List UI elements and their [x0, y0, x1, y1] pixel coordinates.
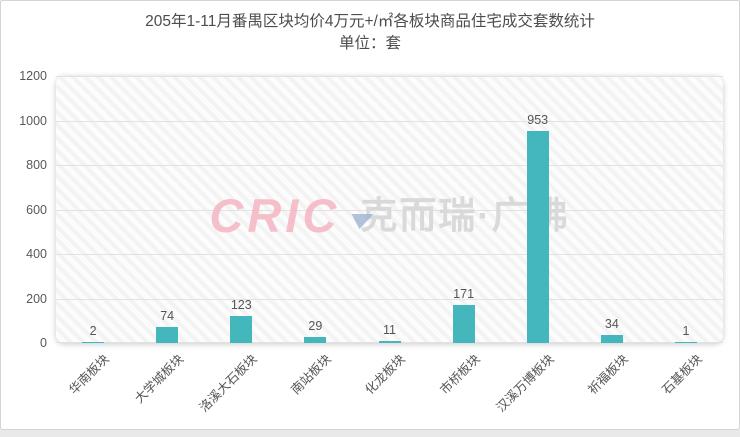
y-axis-label: 0 [40, 336, 47, 350]
watermark: CRIC 克而瑞·广佛 [56, 192, 723, 239]
chart-subtitle: 单位：套 [338, 35, 401, 52]
bar-value-label: 34 [604, 317, 619, 332]
gridline [56, 165, 723, 166]
x-axis-label: 祈福板块 [585, 351, 631, 398]
bar [600, 335, 623, 343]
bar-value-label: 11 [383, 322, 396, 337]
bar-value-label: 953 [527, 112, 549, 127]
x-axis-label: 南站板块 [288, 351, 335, 398]
x-axis-label: 洛溪大石板块 [197, 351, 261, 415]
gridline [56, 254, 723, 255]
gridline [56, 209, 723, 211]
bar-value-label: 171 [453, 286, 475, 301]
plot-area: CRIC 克而瑞·广佛 2 74 123 29 11 171 953 34 1 [56, 76, 723, 343]
bar-value-label: 29 [308, 318, 323, 333]
bar [82, 342, 105, 343]
gridline [56, 298, 723, 300]
x-axis-label: 石基板块 [659, 351, 705, 398]
y-axis-label: 400 [26, 247, 47, 261]
chart-header: 205年1-11月番禺区块均价4万元+/㎡各板块商品住宅成交套数统计 单位：套 [1, 11, 739, 55]
y-axis-label: 200 [26, 291, 47, 306]
y-axis-label: 1200 [19, 69, 47, 83]
bar [452, 304, 475, 343]
gridline [56, 120, 723, 122]
bar [304, 336, 327, 343]
bar-value-label: 74 [160, 308, 175, 323]
chart-title: 205年1-11月番禺区块均价4万元+/㎡各板块商品住宅成交套数统计 [145, 13, 595, 30]
cric-logo: CRIC [209, 189, 341, 242]
x-axis-label: 华南板块 [66, 351, 112, 398]
bar [156, 326, 179, 343]
y-axis-label: 800 [26, 158, 47, 172]
bar [674, 342, 697, 343]
y-axis-label: 600 [26, 202, 47, 217]
x-axis-label: 市桥板块 [437, 351, 483, 398]
bar-value-label: 123 [230, 297, 252, 312]
bar-value-label: 2 [89, 324, 97, 338]
gridline [56, 76, 723, 77]
cric-triangle-icon [348, 213, 374, 229]
y-axis-label: 1000 [19, 113, 47, 128]
bar [230, 315, 253, 343]
x-axis-label: 化龙板块 [362, 351, 409, 398]
bar [526, 130, 549, 343]
bar [378, 340, 401, 343]
bar-value-label: 1 [682, 324, 690, 338]
x-axis-label: 大学城板块 [131, 351, 186, 406]
x-axis-label: 汉溪万博板块 [493, 351, 557, 415]
